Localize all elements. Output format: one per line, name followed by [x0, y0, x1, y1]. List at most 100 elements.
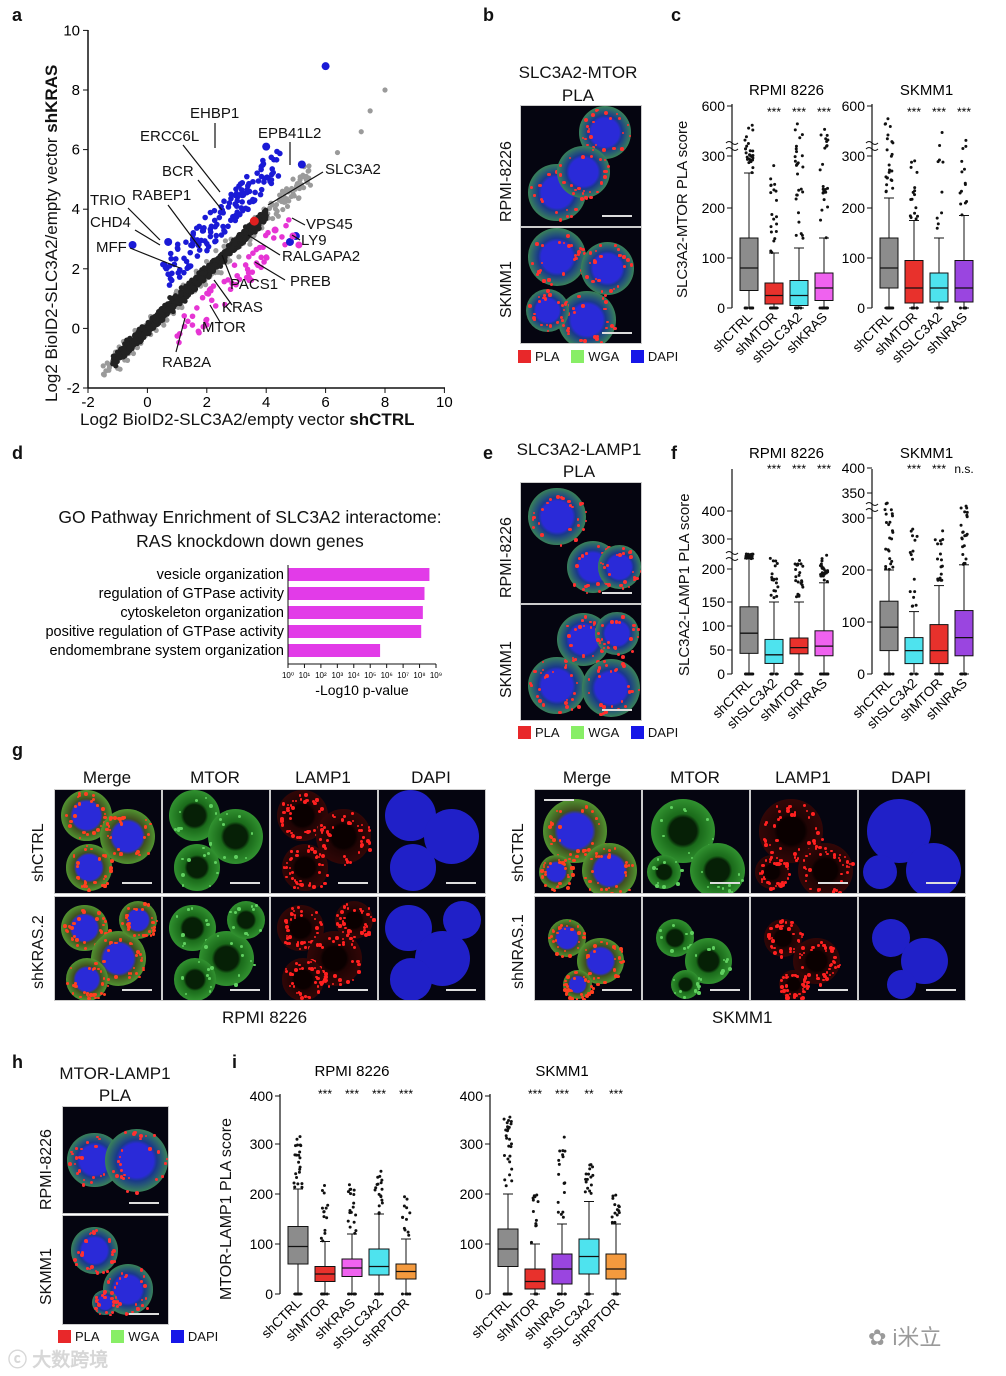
outlier-point — [941, 529, 945, 533]
pla-dot — [548, 323, 553, 328]
outlier-point — [769, 230, 773, 234]
outlier-point — [911, 190, 915, 194]
outlier-point — [775, 222, 779, 226]
outlier-point — [744, 151, 748, 155]
panel-i-boxplots: RPMI 82260100200300400shCTRL***shMTOR***… — [250, 1063, 627, 1352]
outlier-point — [404, 1292, 408, 1296]
outlier-point — [940, 211, 944, 215]
pla-dot — [811, 838, 816, 843]
pla-dot — [119, 1175, 123, 1179]
scatter-point — [251, 198, 258, 204]
outlier-point — [584, 1180, 588, 1184]
pla-dot — [342, 922, 347, 926]
pla-dot — [563, 666, 567, 670]
y-tick-label: 300 — [250, 1136, 274, 1152]
pla-dot — [617, 621, 621, 625]
outlier-point — [799, 187, 803, 191]
pla-dot — [576, 704, 581, 709]
y-tick-label: 100 — [842, 250, 866, 266]
outlier-point — [347, 1183, 351, 1187]
pla-dot — [574, 538, 578, 543]
x-tick-label: 10² — [315, 671, 327, 680]
scatter-point — [382, 87, 388, 93]
outlier-point — [887, 549, 891, 553]
pla-dot — [838, 891, 842, 893]
pla-dot — [543, 297, 547, 301]
outlier-point — [403, 1195, 407, 1199]
scatter-point — [189, 313, 196, 320]
box-shSLC3A2 — [764, 638, 784, 664]
micrograph-left-shctrl-mtor — [162, 789, 270, 894]
pla-dot — [613, 669, 617, 673]
scatter-point — [268, 154, 275, 161]
scatter-point — [238, 190, 247, 199]
significance-label: ** — [584, 1087, 594, 1101]
pla-dot — [591, 149, 595, 152]
pla-dot — [216, 934, 219, 937]
outlier-point — [914, 603, 918, 607]
pla-dot — [110, 1253, 114, 1257]
scale-bar — [818, 989, 848, 991]
pla-dot — [138, 1133, 143, 1138]
pla-dot — [304, 830, 307, 833]
micrograph-right-shctrl-dapi — [858, 789, 966, 894]
pla-dot — [788, 873, 792, 876]
pla-dot — [74, 1147, 78, 1151]
y-tick-label: 600 — [842, 98, 866, 114]
pla-dot — [720, 970, 724, 975]
outlier-point — [963, 201, 967, 205]
pla-dot — [625, 258, 630, 263]
pla-dot — [96, 1271, 100, 1275]
pla-dot — [802, 859, 806, 862]
pla-dot — [339, 909, 344, 914]
pla-dot — [567, 327, 570, 330]
scatter-point — [273, 157, 280, 163]
scatter-point — [250, 178, 256, 185]
pla-dot — [96, 804, 99, 808]
pla-dot — [143, 825, 148, 829]
outlier-point — [769, 225, 773, 229]
pla-dot — [102, 993, 106, 997]
pla-dot — [805, 854, 808, 858]
scatter-point — [187, 249, 194, 256]
pla-dot — [561, 272, 566, 276]
col-label-mtor: MTOR — [190, 768, 240, 787]
pla-dot — [577, 941, 580, 944]
significance-label: *** — [609, 1087, 623, 1101]
outlier-point — [891, 565, 895, 569]
pla-dot — [595, 108, 599, 112]
pla-dot — [545, 289, 550, 294]
outlier-point — [508, 1160, 512, 1164]
outlier-point — [884, 521, 888, 525]
pla-dot — [737, 873, 741, 876]
pla-dot — [119, 822, 123, 826]
scatter-point — [228, 195, 234, 202]
outlier-point — [297, 1170, 301, 1174]
scatter-point — [199, 294, 206, 301]
scatter-point — [208, 297, 215, 304]
outlier-point — [915, 534, 919, 538]
pla-dot — [570, 243, 574, 247]
pla-dot — [807, 840, 812, 845]
pla-dot — [527, 303, 532, 308]
micrograph-left-shctrl-dapi — [378, 789, 486, 894]
pla-dot — [652, 866, 656, 870]
outlier-point — [322, 1210, 326, 1214]
pla-dot — [540, 869, 544, 874]
pla-dot — [760, 880, 763, 883]
outlier-point — [298, 1156, 302, 1160]
outlier-point — [561, 1155, 565, 1159]
pla-dot — [300, 909, 304, 913]
box-shMTOR — [524, 1268, 546, 1290]
outlier-point — [561, 1149, 565, 1153]
pla-dot — [283, 866, 286, 870]
pla-dot — [537, 300, 541, 303]
scatter-point — [181, 269, 187, 276]
pla-dot — [69, 819, 73, 824]
pla-dot — [603, 647, 606, 650]
pla-dot — [570, 697, 574, 702]
x-tick-label: 10⁰ — [282, 671, 294, 680]
pla-dot — [570, 184, 573, 188]
pla-dot — [349, 861, 353, 865]
